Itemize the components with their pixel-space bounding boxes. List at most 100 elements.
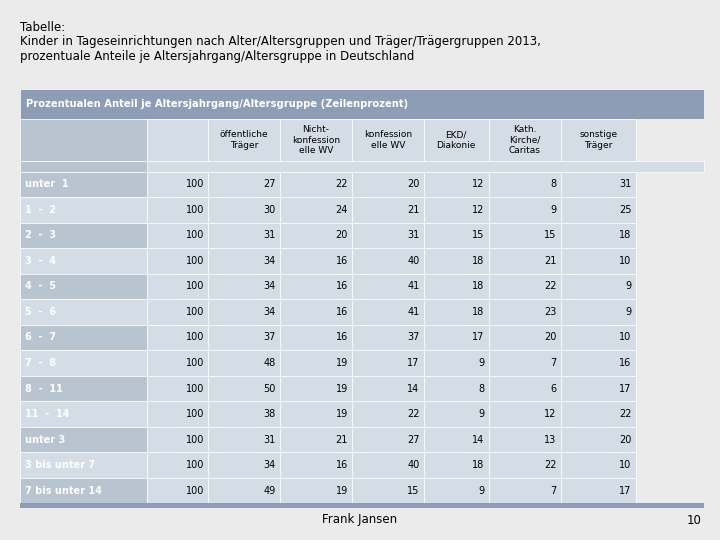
Text: 10: 10 bbox=[619, 460, 631, 470]
Bar bbox=[489, 376, 560, 401]
Bar bbox=[147, 325, 208, 350]
Bar bbox=[352, 119, 423, 161]
Text: Tabelle:: Tabelle: bbox=[20, 21, 66, 33]
Text: 41: 41 bbox=[408, 281, 420, 292]
Bar bbox=[147, 478, 208, 503]
Text: 21: 21 bbox=[544, 256, 557, 266]
Bar bbox=[489, 119, 560, 161]
Text: 10: 10 bbox=[619, 256, 631, 266]
Bar bbox=[280, 119, 352, 161]
Bar bbox=[208, 427, 280, 453]
Text: 5  -  6: 5 - 6 bbox=[25, 307, 56, 317]
Bar bbox=[147, 197, 208, 222]
Bar bbox=[560, 222, 636, 248]
Bar bbox=[280, 172, 352, 197]
Bar bbox=[423, 222, 489, 248]
Bar bbox=[489, 478, 560, 503]
Bar bbox=[20, 478, 147, 503]
Text: 34: 34 bbox=[264, 281, 276, 292]
Text: 41: 41 bbox=[408, 307, 420, 317]
Bar bbox=[147, 119, 208, 161]
Text: 18: 18 bbox=[472, 256, 485, 266]
Bar bbox=[147, 299, 208, 325]
Bar bbox=[489, 172, 560, 197]
Text: 9: 9 bbox=[479, 409, 485, 419]
Text: 100: 100 bbox=[186, 383, 204, 394]
Bar bbox=[489, 222, 560, 248]
Bar bbox=[280, 248, 352, 274]
Bar bbox=[560, 248, 636, 274]
Bar bbox=[489, 350, 560, 376]
Text: 2  -  3: 2 - 3 bbox=[25, 231, 56, 240]
Bar bbox=[20, 274, 147, 299]
Bar bbox=[147, 427, 208, 453]
Text: 8  -  11: 8 - 11 bbox=[25, 383, 63, 394]
Text: 30: 30 bbox=[264, 205, 276, 215]
Text: 12: 12 bbox=[544, 409, 557, 419]
Text: 25: 25 bbox=[619, 205, 631, 215]
Text: 17: 17 bbox=[619, 383, 631, 394]
Bar bbox=[280, 197, 352, 222]
Text: 9: 9 bbox=[626, 281, 631, 292]
Text: 100: 100 bbox=[186, 358, 204, 368]
Bar bbox=[560, 376, 636, 401]
Bar bbox=[423, 376, 489, 401]
Bar bbox=[147, 453, 208, 478]
Bar bbox=[352, 325, 423, 350]
Text: 100: 100 bbox=[186, 205, 204, 215]
Text: 8: 8 bbox=[550, 179, 557, 190]
Bar bbox=[208, 350, 280, 376]
Text: 9: 9 bbox=[479, 358, 485, 368]
Bar bbox=[280, 325, 352, 350]
Bar bbox=[489, 427, 560, 453]
Text: 40: 40 bbox=[408, 256, 420, 266]
Bar bbox=[423, 427, 489, 453]
Text: 21: 21 bbox=[336, 435, 348, 444]
Bar bbox=[20, 350, 147, 376]
Text: 7 bis unter 14: 7 bis unter 14 bbox=[25, 485, 102, 496]
Bar bbox=[352, 427, 423, 453]
Text: 10: 10 bbox=[619, 333, 631, 342]
Text: Kath.
Kirche/
Caritas: Kath. Kirche/ Caritas bbox=[508, 125, 541, 155]
Bar bbox=[208, 478, 280, 503]
Text: prozentuale Anteile je Altersjahrgang/Altersgruppe in Deutschland: prozentuale Anteile je Altersjahrgang/Al… bbox=[20, 50, 415, 63]
Text: 3  -  4: 3 - 4 bbox=[25, 256, 56, 266]
Bar bbox=[489, 401, 560, 427]
Text: 22: 22 bbox=[336, 179, 348, 190]
Bar bbox=[352, 197, 423, 222]
Text: 9: 9 bbox=[550, 205, 557, 215]
Text: unter  1: unter 1 bbox=[25, 179, 68, 190]
Bar bbox=[20, 172, 147, 197]
Text: Prozentualen Anteil je Altersjahrgang/Altersgruppe (Zeilenprozent): Prozentualen Anteil je Altersjahrgang/Al… bbox=[26, 99, 408, 109]
Bar bbox=[20, 119, 147, 161]
Bar bbox=[560, 299, 636, 325]
Text: 38: 38 bbox=[264, 409, 276, 419]
Bar bbox=[560, 478, 636, 503]
Bar bbox=[20, 427, 147, 453]
Text: Frank Jansen: Frank Jansen bbox=[323, 514, 397, 526]
Text: 16: 16 bbox=[619, 358, 631, 368]
Text: 48: 48 bbox=[264, 358, 276, 368]
Bar bbox=[352, 478, 423, 503]
Text: 22: 22 bbox=[544, 460, 557, 470]
Bar bbox=[352, 401, 423, 427]
Bar bbox=[560, 350, 636, 376]
Bar bbox=[280, 401, 352, 427]
Text: 100: 100 bbox=[186, 485, 204, 496]
Bar bbox=[352, 248, 423, 274]
Bar bbox=[208, 172, 280, 197]
Bar bbox=[560, 427, 636, 453]
Text: 100: 100 bbox=[186, 333, 204, 342]
Text: 31: 31 bbox=[264, 231, 276, 240]
Text: 100: 100 bbox=[186, 256, 204, 266]
Text: 50: 50 bbox=[264, 383, 276, 394]
Text: EKD/
Diakonie: EKD/ Diakonie bbox=[436, 131, 476, 150]
Bar bbox=[423, 325, 489, 350]
Text: Nicht-
konfession
elle WV: Nicht- konfession elle WV bbox=[292, 125, 340, 155]
Text: 49: 49 bbox=[264, 485, 276, 496]
Text: 18: 18 bbox=[472, 460, 485, 470]
Text: unter 3: unter 3 bbox=[25, 435, 66, 444]
Bar bbox=[147, 350, 208, 376]
Text: 100: 100 bbox=[186, 179, 204, 190]
Text: 22: 22 bbox=[619, 409, 631, 419]
